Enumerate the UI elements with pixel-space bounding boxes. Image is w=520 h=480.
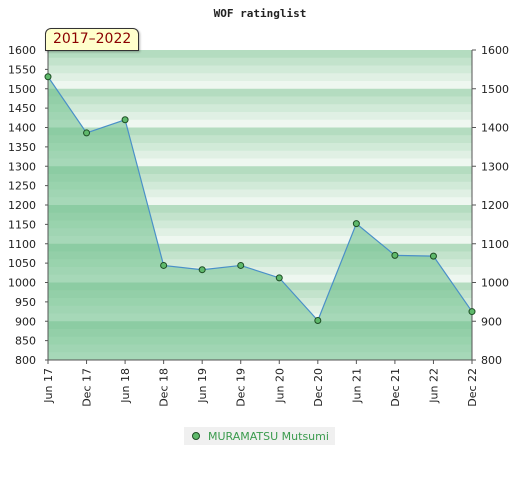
y-tick-label-right: 800: [481, 354, 502, 367]
series-area: [48, 76, 472, 361]
x-tick-label: Dec 22: [466, 368, 479, 407]
legend: MURAMATSU Mutsumi: [184, 427, 335, 445]
x-tick-label: Jun 19: [196, 368, 209, 404]
y-tick-label-left: 900: [15, 315, 36, 328]
chart-title: WOF ratinglist: [214, 7, 307, 20]
data-point[interactable]: [237, 261, 245, 269]
background-band: [48, 158, 472, 167]
x-tick-label: Jun 21: [350, 368, 363, 404]
data-point[interactable]: [468, 308, 476, 316]
y-tick-label-right: 1400: [481, 122, 509, 135]
background-band: [48, 166, 472, 175]
x-tick-label: Dec 20: [312, 368, 325, 407]
x-tick-label: Jun 22: [427, 368, 440, 404]
axes: 800 850 900 950 1000 1050 1100 1150 1200 1250 1300…: [8, 44, 509, 407]
y-tick-label-left: 1450: [8, 102, 36, 115]
background-band: [48, 73, 472, 82]
background-band: [48, 119, 472, 128]
data-point[interactable]: [352, 220, 360, 228]
background-band: [48, 228, 472, 237]
y-tick-label-left: 850: [15, 335, 36, 348]
x-tick-label: Dec 21: [389, 368, 402, 407]
y-tick-label-right: 900: [481, 315, 502, 328]
y-tick-label-right: 1200: [481, 199, 509, 212]
background-band: [48, 143, 472, 152]
background-band: [48, 197, 472, 206]
background-band: [48, 181, 472, 190]
background-band: [48, 96, 472, 105]
background-band: [48, 189, 472, 198]
y-tick-label-left: 1150: [8, 218, 36, 231]
y-tick-label-left: 1250: [8, 180, 36, 193]
y-tick-label-left: 1500: [8, 83, 36, 96]
data-point[interactable]: [83, 129, 91, 137]
y-tick-label-left: 1550: [8, 63, 36, 76]
background-band: [48, 57, 472, 66]
background-band: [48, 205, 472, 214]
background-band: [48, 81, 472, 90]
y-tick-label-left: 800: [15, 354, 36, 367]
x-tick-label: Dec 18: [158, 368, 171, 407]
data-point[interactable]: [121, 116, 129, 124]
y-tick-label-right: 1600: [481, 44, 509, 57]
background-band: [48, 112, 472, 121]
area-layer: [47, 76, 473, 361]
x-tick-label: Jun 18: [119, 368, 132, 404]
data-point[interactable]: [275, 274, 283, 282]
background-band: [48, 236, 472, 245]
background-band: [48, 259, 472, 268]
background-band: [48, 65, 472, 74]
background-band: [48, 220, 472, 229]
y-tick-label-left: 1050: [8, 257, 36, 270]
y-tick-label-left: 1200: [8, 199, 36, 212]
y-tick-label-right: 1000: [481, 277, 509, 290]
x-tick-label: Dec 19: [235, 368, 248, 407]
data-point[interactable]: [198, 266, 206, 274]
y-tick-label-right: 1500: [481, 83, 509, 96]
background-band: [48, 88, 472, 97]
x-tick-label: Jun 20: [273, 368, 286, 404]
y-tick-label-left: 1300: [8, 160, 36, 173]
y-tick-label-left: 1100: [8, 238, 36, 251]
y-tick-label-left: 1350: [8, 141, 36, 154]
background-band: [48, 104, 472, 113]
background-band: [48, 243, 472, 252]
background-band: [48, 150, 472, 159]
x-tick-label: Dec 17: [81, 368, 94, 407]
background-band: [48, 251, 472, 260]
background-band: [48, 135, 472, 144]
data-point[interactable]: [314, 316, 322, 324]
y-tick-label-left: 950: [15, 296, 36, 309]
data-point[interactable]: [160, 261, 168, 269]
legend-label: MURAMATSU Mutsumi: [208, 429, 329, 443]
y-tick-label-right: 1100: [481, 238, 509, 251]
data-point[interactable]: [44, 73, 52, 81]
background-band: [48, 174, 472, 183]
y-tick-label-left: 1600: [8, 44, 36, 57]
x-tick-label: Jun 17: [42, 368, 55, 404]
data-point[interactable]: [429, 252, 437, 260]
y-tick-label-left: 1000: [8, 277, 36, 290]
y-tick-label-left: 1400: [8, 122, 36, 135]
y-tick-label-right: 1300: [481, 160, 509, 173]
background-band: [48, 50, 472, 59]
background-band: [48, 212, 472, 221]
series-line: [47, 76, 473, 322]
legend-marker-icon: [192, 432, 200, 440]
markers: [44, 73, 476, 324]
period-badge: 2017–2022: [45, 28, 140, 51]
data-point[interactable]: [391, 251, 399, 259]
background-band: [48, 127, 472, 136]
